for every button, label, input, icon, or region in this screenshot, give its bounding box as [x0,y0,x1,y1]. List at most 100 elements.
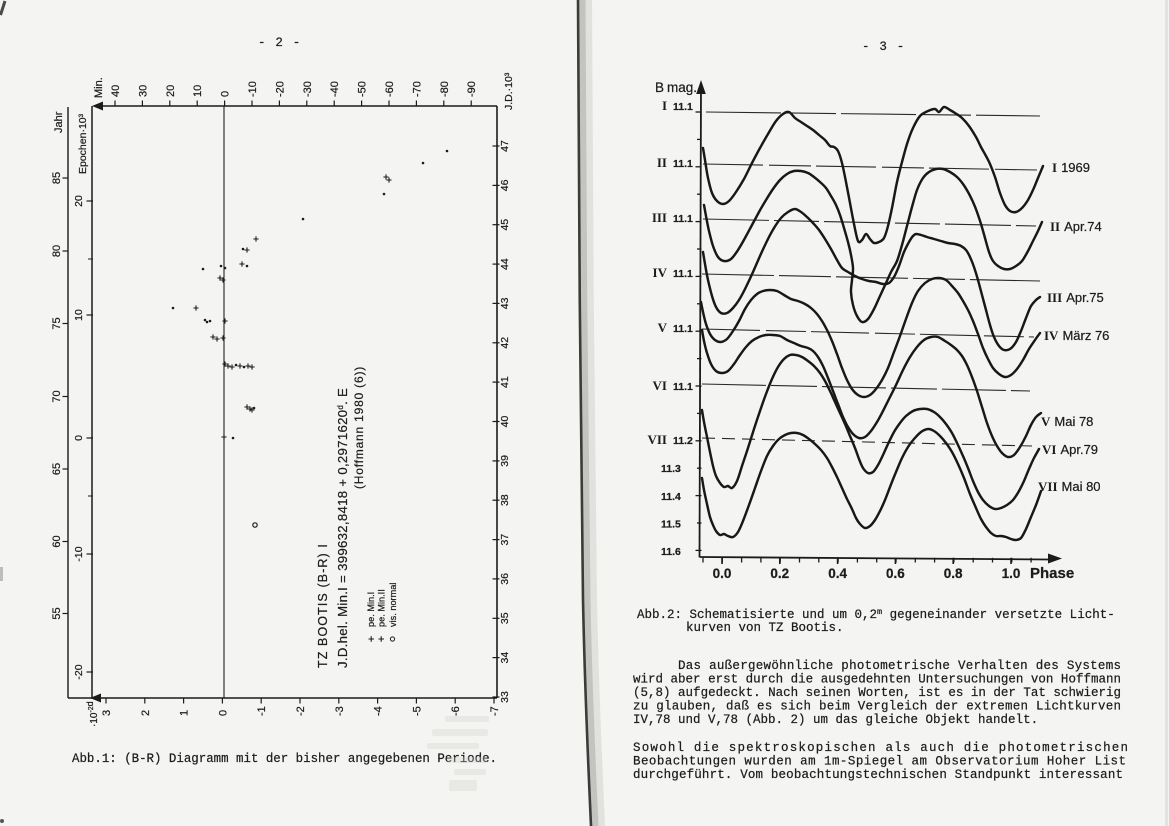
svg-text:85: 85 [51,172,63,184]
svg-text:pe. Min.II: pe. Min.II [377,589,387,627]
svg-text:J.D.hel. Min.I = 399632,8418 +: J.D.hel. Min.I = 399632,8418 + 0,2971620… [335,388,350,668]
svg-text:10: 10 [73,309,85,321]
svg-text:-7: -7 [489,706,501,716]
svg-text:46: 46 [499,179,511,191]
svg-text:-20: -20 [274,81,286,97]
svg-text:Phase: Phase [1030,565,1074,582]
svg-text:-10: -10 [247,81,259,97]
svg-text:I: I [662,98,667,113]
svg-text:II: II [657,155,667,170]
svg-text:kurven von TZ Bootis.: kurven von TZ Bootis. [686,621,844,635]
svg-text:durchgeführt. Vom beobachtung: durchgeführt. Vom beobachtungstechnische… [633,768,1123,782]
svg-text:(5,8) aufgedeckt. Nach seinen: (5,8) aufgedeckt. Nach seinen Worten, is… [633,686,1121,700]
svg-text:(Hoffmann 1980 (6)): (Hoffmann 1980 (6)) [352,366,366,489]
svg-text:Abb.1: (B-R) Diagramm mit der: Abb.1: (B-R) Diagramm mit der bisher ang… [72,752,497,766]
svg-text:1: 1 [179,710,191,716]
svg-text:-2: -2 [295,706,307,716]
svg-text:-60: -60 [384,81,396,97]
svg-text:11.5: 11.5 [661,519,681,531]
svg-text:0.8: 0.8 [944,566,963,581]
svg-text:-5: -5 [411,706,423,716]
svg-text:43: 43 [499,297,511,309]
svg-text:40: 40 [499,416,511,428]
svg-text:J.D.·10³: J.D.·10³ [503,72,515,110]
svg-text:0: 0 [73,435,85,441]
svg-text:1.0: 1.0 [1002,566,1021,581]
svg-text:-6: -6 [450,706,462,716]
svg-text:11.1: 11.1 [673,101,693,113]
svg-text:65: 65 [51,463,63,475]
svg-text:33: 33 [499,691,511,703]
svg-text:-50: -50 [357,81,369,97]
svg-text:11.6: 11.6 [661,546,681,558]
svg-text:3: 3 [101,710,113,716]
svg-text:38: 38 [499,494,511,506]
svg-text:0.6: 0.6 [886,566,905,581]
svg-text:0: 0 [217,710,229,716]
svg-text:-20: -20 [73,664,85,679]
svg-text:zu glauben, daß es sich beim: zu glauben, daß es sich beim Vergleich d… [633,700,1121,714]
svg-text:11.1: 11.1 [673,158,693,170]
svg-text:0.0: 0.0 [713,566,732,581]
svg-text:-10: -10 [73,546,85,561]
svg-text:IV: IV [653,265,668,280]
svg-text:IV,78 und V,78 (Abb. 2) um das: IV,78 und V,78 (Abb. 2) um das gleiche O… [633,713,1038,727]
svg-text:Jahr: Jahr [53,111,65,133]
svg-text:55: 55 [51,607,63,619]
svg-text:Das außergewöhnliche photometr: Das außergewöhnliche photometrische Verh… [678,659,1121,673]
svg-text:-80: -80 [439,81,451,97]
svg-text:11.1: 11.1 [673,323,693,335]
svg-text:VI: VI [653,378,667,393]
svg-text:-4: -4 [373,706,385,716]
svg-text:35: 35 [499,612,511,624]
svg-text:70: 70 [51,390,63,402]
svg-text:80: 80 [51,245,63,257]
svg-text:Sowohl die spektroskopischen: Sowohl die spektroskopischen als auch di… [633,741,1128,755]
svg-text:-90: -90 [466,81,478,97]
svg-text:III: III [652,210,667,225]
svg-text:11.1: 11.1 [673,213,693,225]
svg-text:39: 39 [499,455,511,467]
svg-text:42: 42 [499,337,511,349]
svg-text:45: 45 [499,219,511,231]
svg-text:-3: -3 [334,706,346,716]
svg-text:Abb.2: Schematisierte und um 0: Abb.2: Schematisierte und um 0,2m gegene… [637,607,1115,622]
svg-text:60: 60 [51,535,63,547]
svg-text:TZ BOOTIS (B-R) I: TZ BOOTIS (B-R) I [316,543,330,668]
svg-text:Epochen·10³: Epochen·10³ [77,113,89,174]
svg-text:30: 30 [137,85,149,97]
svg-text:11.2: 11.2 [673,435,693,447]
svg-text:37: 37 [499,534,511,546]
svg-text:36: 36 [499,573,511,585]
svg-text:11.3: 11.3 [661,463,681,475]
svg-text:V: V [658,320,668,335]
svg-text:wird aber erst durch die ausge: wird aber erst durch die ausgedehnten Un… [633,673,1121,687]
svg-text:11.4: 11.4 [661,491,681,503]
svg-text:-1: -1 [256,706,268,716]
svg-text:47: 47 [499,140,511,152]
svg-text:-70: -70 [411,81,423,97]
svg-text:- 2 -: - 2 - [258,36,302,50]
svg-text:0.2: 0.2 [770,566,789,581]
svg-text:10: 10 [192,85,204,97]
svg-text:11.1: 11.1 [673,268,693,280]
svg-text:75: 75 [51,317,63,329]
svg-text:VII: VII [647,432,667,447]
svg-text:pe. Min.I: pe. Min.I [366,592,376,627]
svg-text:0: 0 [220,91,232,97]
svg-text:44: 44 [499,258,511,270]
svg-text:vis. normal: vis. normal [388,583,398,627]
svg-text:34: 34 [499,652,511,664]
svg-text:20: 20 [165,85,177,97]
svg-text:0.4: 0.4 [828,566,847,581]
svg-text:41: 41 [499,376,511,388]
svg-text:40: 40 [110,85,122,97]
svg-text:-30: -30 [302,81,314,97]
svg-text:Min.: Min. [93,77,105,98]
svg-text:-40: -40 [329,81,341,97]
